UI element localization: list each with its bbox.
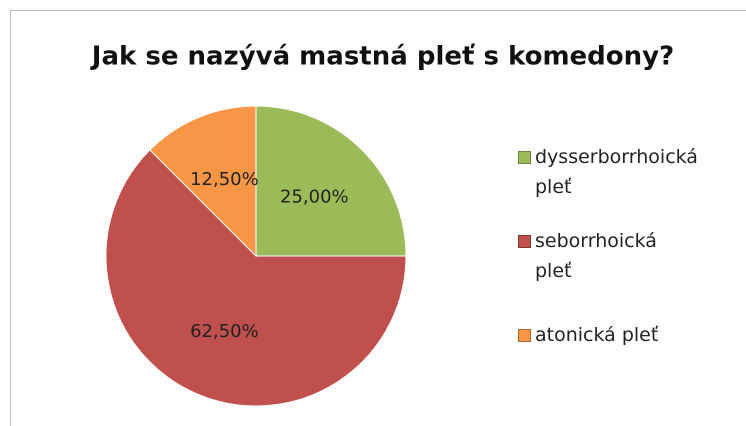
legend-item: atonická pleť xyxy=(518,320,698,350)
data-label: 62,50% xyxy=(190,321,259,342)
legend-swatch xyxy=(518,151,531,164)
data-label: 25,00% xyxy=(280,187,349,208)
legend-item: seborrhoická pleť xyxy=(518,226,698,286)
pie: 25,00% 62,50% 12,50% xyxy=(105,105,407,407)
pie-slice xyxy=(105,149,407,407)
legend-label: dysserborrhoická pleť xyxy=(535,146,698,198)
legend-label: seborrhoická pleť xyxy=(535,230,657,282)
pie-slice xyxy=(149,105,257,258)
chart-title: Jak se nazývá mastná pleť s komedony? xyxy=(90,42,674,72)
legend-item: dysserborrhoická pleť xyxy=(518,142,698,202)
data-label: 12,50% xyxy=(190,169,259,190)
legend: dysserborrhoická pleť seborrhoická pleť at… xyxy=(518,142,698,350)
legend-swatch xyxy=(518,329,531,342)
pie-slice xyxy=(255,105,407,257)
legend-swatch xyxy=(518,235,531,248)
legend-label: atonická pleť xyxy=(535,324,659,346)
chart-frame xyxy=(10,10,746,426)
